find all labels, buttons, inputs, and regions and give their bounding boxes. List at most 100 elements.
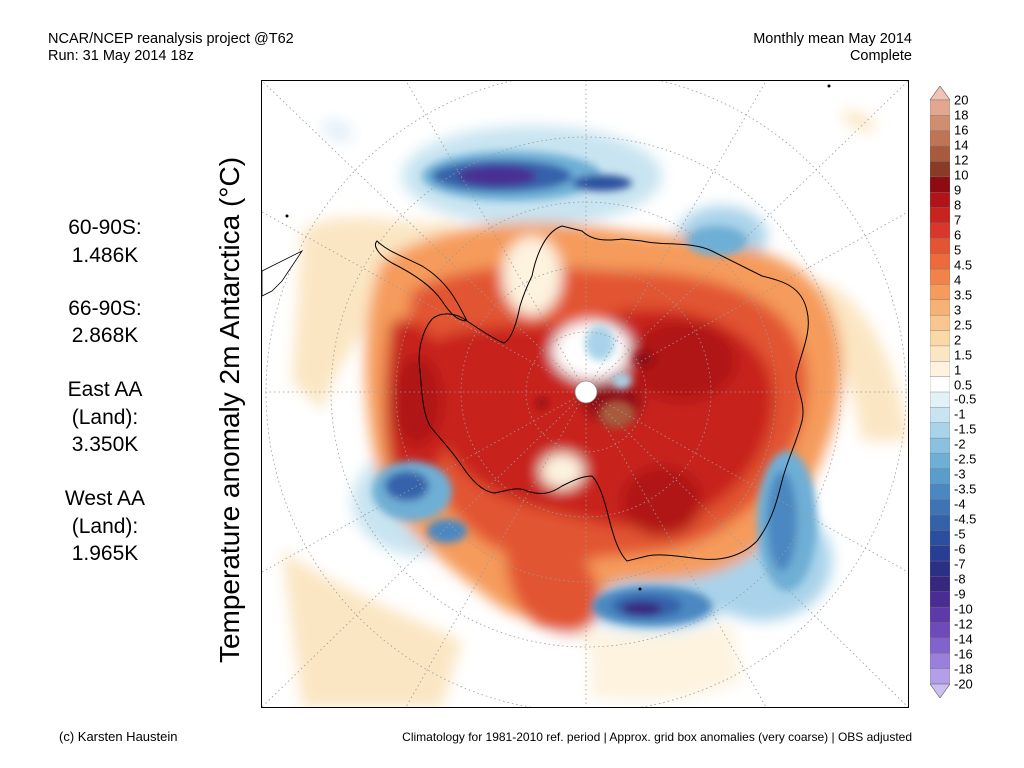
colorbar-tick-label: -9 xyxy=(954,586,966,602)
colorbar-tick-label: -1 xyxy=(954,406,966,422)
colorbar-bottom-arrow xyxy=(929,683,951,699)
colorbar-swatch xyxy=(929,437,951,454)
island-dot xyxy=(638,587,642,591)
colorbar-tick-label: 4 xyxy=(954,272,962,288)
colorbar-tick-label: 18 xyxy=(954,107,969,123)
pole-marker xyxy=(574,380,598,404)
colorbar-tick-label: -1.5 xyxy=(954,421,977,437)
colorbar-labels: 20 18 16 14 12 10 9 8 7 6 5 4.5 4 3.5 3 2.5 2 1.5 1 0.5 -0.5… xyxy=(954,86,1014,698)
colorbar-swatch xyxy=(929,622,951,639)
colorbar-swatch xyxy=(929,576,951,593)
header-left: NCAR/NCEP reanalysis project @T62 Run: 3… xyxy=(48,31,294,65)
colorbar-swatch xyxy=(929,176,951,193)
colorbar-tick-label: 10 xyxy=(954,167,969,183)
stat-west-aa-label: West AA xyxy=(64,487,146,510)
footer-note: Climatology for 1981-2010 ref. period | … xyxy=(402,730,912,744)
colorbar-tick-label: 16 xyxy=(954,122,969,138)
colorbar-tick-label: 2 xyxy=(954,332,962,348)
colorbar-swatch xyxy=(929,99,951,116)
stat-66-90s-label: 66-90S: xyxy=(68,297,142,320)
colorbar-tick-label: -18 xyxy=(954,661,973,677)
colorbar-tick-label: -2.5 xyxy=(954,451,977,467)
colorbar-tick-label: -10 xyxy=(954,601,973,617)
header-right: Monthly mean May 2014 Complete xyxy=(753,31,912,65)
colorbar-swatch xyxy=(929,222,951,239)
colorbar-swatch xyxy=(929,314,951,332)
antarctic-peninsula xyxy=(375,240,468,322)
colorbar-tick-label: -20 xyxy=(954,676,973,692)
colorbar-tick-label: 5 xyxy=(954,242,962,258)
colorbar-swatch xyxy=(929,391,951,408)
colorbar-tick-label: 8 xyxy=(954,197,962,213)
colorbar-swatch xyxy=(929,499,951,516)
colorbar-swatch xyxy=(929,330,951,347)
colorbar-tick-label: 6 xyxy=(954,227,962,243)
colorbar-swatch xyxy=(929,545,951,562)
stat-east-aa-value: 3.350K xyxy=(71,433,139,456)
island-dot xyxy=(827,84,831,88)
colorbar-tick-label: 7 xyxy=(954,212,962,228)
colorbar-tick-label: 0.5 xyxy=(954,377,973,392)
stat-66-90s-value: 2.868K xyxy=(71,324,139,347)
colorbar-swatch xyxy=(929,468,951,485)
colorbar-swatch xyxy=(929,637,951,654)
colorbar-tick-label: -3.5 xyxy=(954,481,977,497)
antarctica-coastline xyxy=(418,225,809,562)
stat-east-aa-sub: (Land): xyxy=(71,406,139,429)
model-title: NCAR/NCEP reanalysis project @T62 xyxy=(48,31,294,47)
colorbar-swatch xyxy=(929,606,951,624)
colorbar-tick-label: -0.5 xyxy=(954,391,977,407)
anomaly-cores xyxy=(372,151,817,626)
colorbar-swatch xyxy=(929,284,951,301)
footer-credit: (c) Karsten Haustein xyxy=(59,729,178,744)
stat-60-90s-label: 60-90S: xyxy=(68,216,142,239)
colorbar-swatch xyxy=(929,361,951,378)
colorbar-tick-label: -6 xyxy=(954,541,966,557)
colorbar-swatch xyxy=(929,238,951,255)
colorbar-swatch xyxy=(929,560,951,577)
colorbar-swatch xyxy=(929,453,951,470)
stat-west-aa-value: 1.965K xyxy=(71,542,139,565)
colorbar-tick-label: 14 xyxy=(954,137,969,153)
colorbar-tick-label: 1 xyxy=(954,362,962,378)
period-title: Monthly mean May 2014 xyxy=(753,31,912,47)
colorbar-tick-label: -16 xyxy=(954,646,973,662)
colorbar-tick-label: -14 xyxy=(954,631,973,647)
colorbar-tick-label: 12 xyxy=(954,152,969,168)
status-label: Complete xyxy=(849,48,912,64)
colorbar-tick-label: -4.5 xyxy=(954,511,977,527)
colorbar-tick-label: -4 xyxy=(954,496,966,512)
colorbar-swatch xyxy=(929,192,951,209)
colorbar-tick-label: 9 xyxy=(954,182,962,198)
colorbar-swatch xyxy=(929,299,951,316)
colorbar-swatch xyxy=(929,345,951,362)
colorbar-tick-label: 4.5 xyxy=(954,257,973,273)
graticule xyxy=(262,81,908,707)
colorbar-tick-label: 1.5 xyxy=(954,347,973,363)
colorbar-swatch xyxy=(929,668,951,685)
colorbar-swatch xyxy=(929,268,951,285)
stat-60-90s-value: 1.486K xyxy=(71,244,139,267)
colorbar-tick-label: -5 xyxy=(954,526,966,542)
colorbar-swatch xyxy=(929,115,951,132)
colorbar-tick-label: 3 xyxy=(954,302,962,318)
polar-map-svg xyxy=(262,81,908,707)
colorbar-swatch xyxy=(929,161,951,178)
colorbar-swatch xyxy=(929,422,951,439)
colorbar-swatch xyxy=(929,653,951,670)
colorbar-swatch xyxy=(929,207,951,224)
stat-west-aa-sub: (Land): xyxy=(71,515,139,538)
colorbar-tick-label: 20 xyxy=(954,92,969,108)
stat-east-aa-label: East AA xyxy=(67,378,143,401)
colorbar-tick-label: -7 xyxy=(954,556,966,572)
colorbar-tick-label: -3 xyxy=(954,466,966,482)
colorbar-tick-label: 2.5 xyxy=(954,317,973,333)
colorbar-swatch xyxy=(929,530,951,547)
colorbar-top-arrow xyxy=(929,85,951,101)
colorbar-swatch xyxy=(929,591,951,608)
colorbar-swatch xyxy=(929,130,951,147)
colorbar-swatch xyxy=(929,376,951,393)
anomaly-map xyxy=(261,80,909,708)
colorbar-swatch xyxy=(929,514,951,531)
colorbar-swatch xyxy=(929,253,951,270)
